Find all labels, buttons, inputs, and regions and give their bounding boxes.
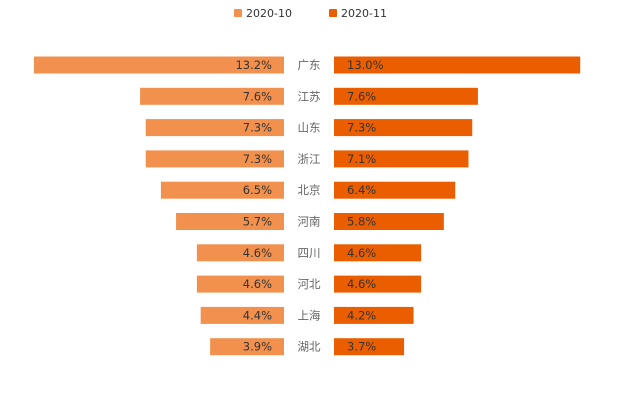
bar-2020-11 [334,119,473,137]
bar-2020-11 [334,181,456,199]
bar-2020-10 [196,244,284,262]
legend-label-2020-11: 2020-11 [341,7,387,20]
bar-2020-10 [210,338,284,356]
data-label-2020-10: 6.5% [243,183,272,197]
category-label: 上海 [298,308,321,322]
bar-2020-10 [140,87,284,105]
data-label-2020-10: 7.6% [243,89,272,103]
data-label-2020-11: 7.6% [347,89,376,103]
legend-swatch-2020-10 [234,9,242,17]
legend-label-2020-10: 2020-10 [246,7,292,20]
bar-2020-10 [145,119,284,137]
category-label: 北京 [298,183,321,197]
legend: 2020-10 2020-11 [234,7,387,20]
category-label: 山东 [298,121,321,135]
data-label-2020-11: 7.1% [347,152,376,166]
data-label-2020-11: 4.6% [347,277,376,291]
bar-2020-11 [334,213,444,230]
bar-2020-10 [196,275,284,293]
category-label: 江苏 [298,89,321,103]
data-label-2020-10: 4.6% [243,277,272,291]
legend-swatch-2020-11 [329,9,337,17]
data-label-2020-10: 5.7% [243,215,272,229]
data-label-2020-10: 3.9% [243,340,272,354]
bar-2020-10 [145,150,284,168]
bar-2020-11 [334,306,414,324]
category-label: 四川 [298,246,321,260]
bar-2020-11 [334,338,405,356]
category-label: 湖北 [298,340,321,354]
data-label-2020-11: 13.0% [347,58,384,72]
category-label: 浙江 [298,152,321,166]
bar-2020-11 [334,56,581,74]
data-label-2020-10: 7.3% [243,121,272,135]
bar-2020-11 [334,275,422,293]
data-label-2020-10: 13.2% [235,58,272,72]
plot-area: 13.2% 13.0% 广东 7.6% 7.6% 江苏 7.3% 7.3% 山东 7.3% 7.1%… [34,56,581,356]
category-label: 广东 [298,58,321,72]
bar-2020-10 [160,181,284,199]
bar-2020-10 [34,56,284,74]
data-label-2020-11: 3.7% [347,340,376,354]
data-label-2020-10: 4.6% [243,246,272,260]
data-label-2020-11: 4.2% [347,308,376,322]
bar-2020-11 [334,150,469,168]
bar-2020-10 [176,213,284,230]
data-label-2020-11: 5.8% [347,215,376,229]
category-label: 河北 [298,277,321,291]
data-label-2020-11: 7.3% [347,121,376,135]
data-label-2020-10: 7.3% [243,152,272,166]
data-label-2020-11: 6.4% [347,183,376,197]
data-label-2020-11: 4.6% [347,246,376,260]
bar-2020-11 [334,244,422,262]
data-label-2020-10: 4.4% [243,308,272,322]
bar-2020-10 [200,306,284,324]
bar-2020-11 [334,87,478,105]
category-label: 河南 [298,215,321,229]
